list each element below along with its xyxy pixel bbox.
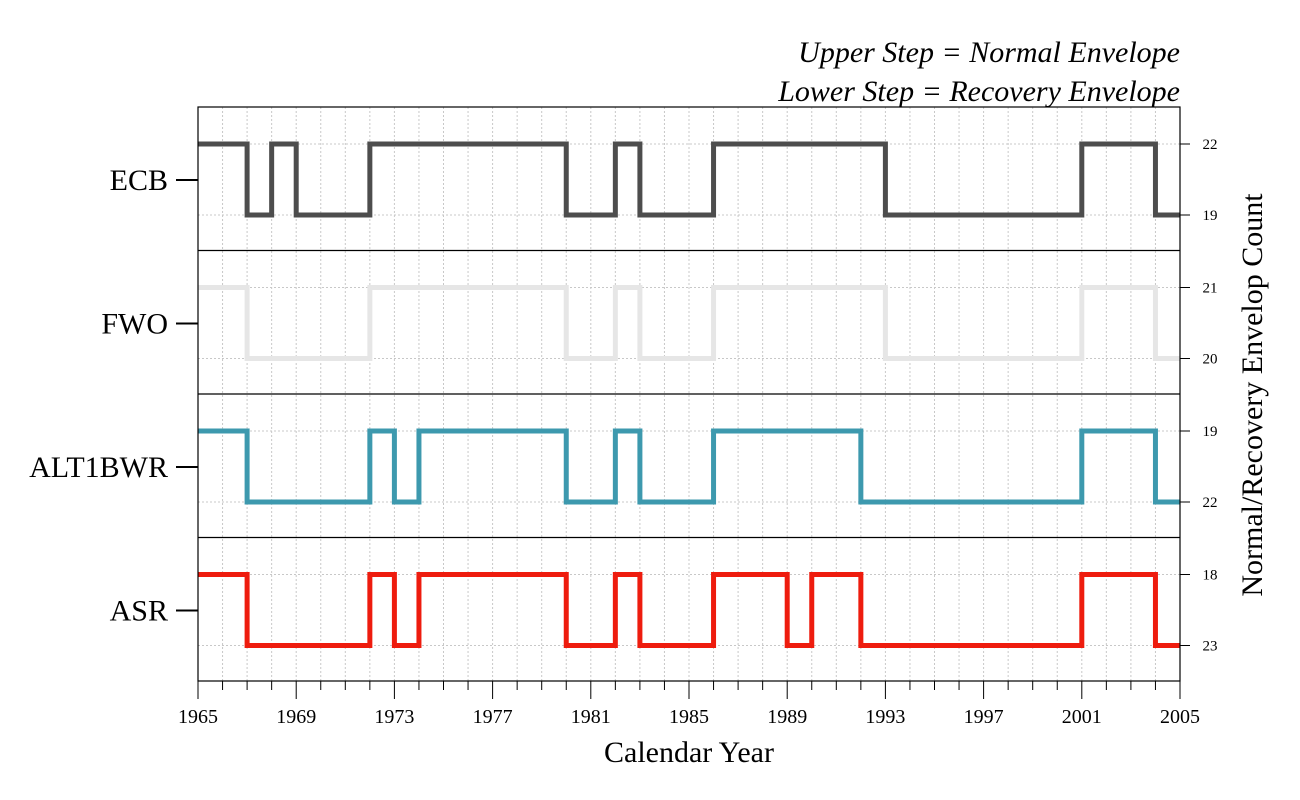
series-line-fwo [198,285,1180,361]
x-tick-label: 1977 [473,706,513,728]
series-line-alt1bwr [198,428,1180,505]
series-line-ecb [198,141,1180,218]
x-tick-label: 1973 [374,706,414,728]
panel-label-fwo: FWO [101,308,168,341]
right-tick-label-lower: 23 [1203,639,1218,655]
right-tick-label-upper: 18 [1203,568,1218,584]
x-tick-label: 1985 [669,706,709,728]
x-tick-label: 2001 [1062,706,1102,728]
x-tick-label: 1981 [571,706,611,728]
x-tick-label: 1993 [865,706,905,728]
legend-line-lower: Lower Step = Recovery Envelope [777,75,1180,108]
plot-frame [197,106,1181,682]
right-tick-label-upper: 19 [1203,424,1218,440]
x-tick-label: 2005 [1160,706,1200,728]
x-tick-label: 1969 [276,706,316,728]
legend-line-upper: Upper Step = Normal Envelope [798,36,1180,69]
x-tick-label: 1989 [767,706,807,728]
right-tick-label-upper: 21 [1203,281,1218,297]
x-tick-label: 1965 [178,706,218,728]
axes: ECB 22 19 FWO 21 20 ALT1BWR 19 22 ASR 18 23 1965 1969… [29,137,1217,728]
x-tick-label: 1997 [964,706,1004,728]
y-axis-title-right: Normal/Recovery Envelop Count [1236,193,1269,597]
panel-label-ecb: ECB [110,164,168,197]
series-line-asr [198,572,1180,648]
right-tick-label-lower: 22 [1203,495,1218,511]
right-tick-label-lower: 20 [1203,352,1218,368]
x-axis-title: Calendar Year [604,736,774,769]
right-tick-label-upper: 22 [1203,137,1218,153]
panel-label-alt1bwr: ALT1BWR [29,451,168,484]
series-layer [198,141,1180,648]
panel-label-asr: ASR [110,595,168,628]
right-tick-label-lower: 19 [1203,208,1218,224]
